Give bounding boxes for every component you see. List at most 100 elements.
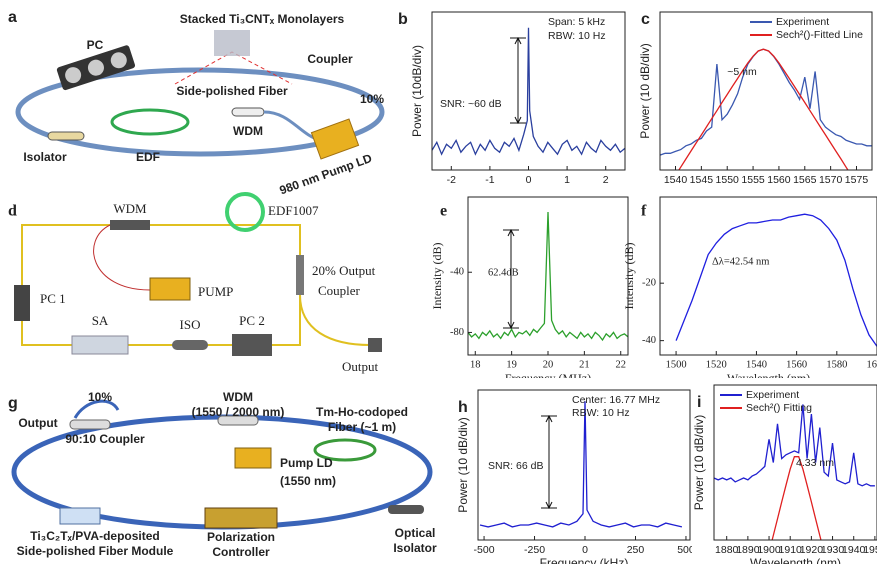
x-tick-label: 1600 [867, 359, 877, 370]
label: Pump LD [280, 456, 333, 470]
annotation: ~5 nm [727, 66, 757, 78]
x-tick-label: 0 [526, 174, 532, 186]
x-tick-label: 1920 [800, 544, 824, 556]
pc [56, 45, 136, 91]
y-tick-label: -40 [450, 267, 464, 278]
label: PUMP [198, 284, 233, 299]
label: Side-polished Fiber Module [17, 544, 174, 558]
output-fiber [73, 399, 120, 419]
edf-coil [225, 192, 265, 232]
monolayers [214, 30, 250, 56]
panel-label: a [8, 9, 17, 26]
diagram-g: g 10% WDM (1550 / 2000 nm) Tm-Ho-codoped… [8, 390, 437, 559]
x-tick-label: 20 [543, 359, 554, 370]
pump-fiber [93, 224, 151, 291]
label: (1550 nm) [280, 474, 336, 488]
data-line [678, 48, 849, 170]
x-axis-label: Frequency (kHz) [540, 556, 629, 564]
label: PC 2 [239, 313, 265, 328]
label: Coupler [318, 283, 361, 298]
panel-label: f [641, 203, 647, 220]
legend-label: Experiment [776, 16, 829, 28]
label: ISO [180, 317, 201, 332]
y-axis-label: Power (10 dB/div) [638, 43, 652, 138]
x-tick-label: -500 [474, 544, 495, 556]
label: Controller [212, 545, 270, 559]
panel-background [635, 0, 877, 188]
x-tick-label: 500 [677, 544, 695, 556]
chart: 18801890190019101920193019401950 Waveleng… [692, 378, 877, 564]
output-connector [368, 338, 382, 352]
panel-label: d [8, 203, 17, 220]
panel-background [450, 378, 692, 564]
data-line [675, 213, 877, 347]
coupler [69, 419, 111, 430]
data-line [432, 27, 625, 156]
label: 10% [360, 92, 384, 106]
label: EDF1007 [268, 203, 319, 218]
pc2 [232, 334, 272, 356]
label: Isolator [23, 150, 67, 164]
label: PC 1 [40, 291, 66, 306]
annotation: Δλ=42.54 nm [712, 256, 769, 267]
x-tick-label: -250 [524, 544, 545, 556]
x-tick-label: 1910 [779, 544, 803, 556]
label: Isolator [393, 541, 437, 555]
plot-frame [659, 11, 873, 171]
x-tick-label: 1560 [767, 174, 791, 186]
output-fiber [299, 294, 371, 346]
x-tick-label: 1575 [845, 174, 869, 186]
label: SA [92, 313, 109, 328]
legend-label: Sech²()-Fitted Line [776, 29, 863, 41]
y-axis-label: Intensity (dB) [622, 243, 636, 310]
isolator [47, 131, 85, 141]
label: Tm-Ho-codoped [316, 405, 408, 419]
panel-label: b [398, 11, 408, 28]
x-tick-label: 1580 [826, 359, 847, 370]
annotation: RBW: 10 Hz [548, 30, 606, 42]
data-line [771, 456, 822, 540]
label: Stacked Ti₃CNTₓ Monolayers [180, 12, 345, 26]
y-tick-label: -20 [642, 278, 656, 289]
x-tick-label: 1550 [716, 174, 740, 186]
y-axis-label: Power (10dB/div) [410, 45, 424, 137]
x-tick-label: 1930 [821, 544, 845, 556]
chart: -500 -250 0 250 500 Frequency (kHz) Power (10 … [450, 378, 695, 564]
label: Fiber (~1 m) [328, 420, 396, 434]
optical-isolator [388, 505, 424, 514]
coupler [296, 255, 304, 295]
tm-ho-fiber [313, 438, 377, 462]
sa-module [59, 507, 101, 525]
y-axis-label: Power (10 dB/div) [692, 415, 706, 510]
panel-label: i [697, 394, 701, 411]
label: WDM [223, 390, 253, 404]
x-tick-label: -1 [485, 174, 494, 186]
x-tick-label: 1540 [664, 174, 688, 186]
y-axis-label: Intensity (dB) [430, 243, 444, 310]
wdm [231, 107, 265, 117]
data-line [479, 401, 683, 528]
x-tick-label: 1555 [741, 174, 765, 186]
wdm [217, 415, 259, 426]
legend-label: Sech²() Fitting [746, 402, 812, 414]
x-tick-label: 1540 [746, 359, 767, 370]
y-tick-label: -40 [642, 335, 656, 346]
chart: 15401545155015551560156515701575Waveleng… [635, 0, 877, 200]
label: Ti₃C₂Tₓ/PVA-deposited [30, 529, 160, 543]
x-tick-label: 1545 [690, 174, 714, 186]
chart: 150015201540156015801600-20-40Wavelength… [622, 188, 877, 385]
wdm [110, 220, 150, 230]
label: 90:10 Coupler [65, 432, 145, 446]
label: WDM [233, 124, 263, 138]
x-tick-label: 2 [603, 174, 609, 186]
annotation: Span: 5 kHz [548, 16, 605, 28]
annotation: 62.4dB [488, 267, 519, 278]
x-tick-label: 0 [582, 544, 588, 556]
x-tick-label: 1500 [666, 359, 687, 370]
x-tick-label: 1560 [786, 359, 807, 370]
x-tick-label: 19 [506, 359, 517, 370]
polarization-controller [204, 507, 278, 529]
panel-background [392, 0, 635, 188]
